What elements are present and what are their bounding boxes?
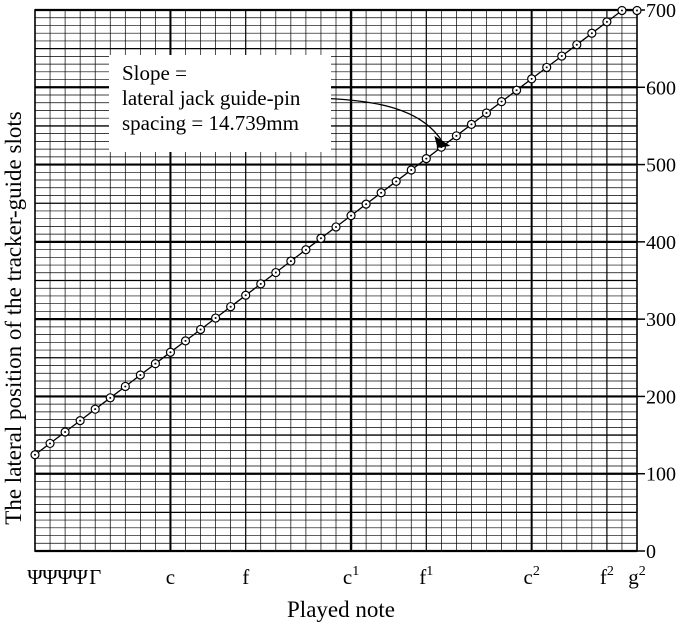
data-point-center (214, 317, 217, 320)
data-point-center (395, 180, 398, 183)
data-point-center (575, 43, 578, 46)
y-tick-labels: 0 100 200 300 400 500 600 700 (637, 0, 676, 563)
data-point-center (229, 305, 232, 308)
x-tick-label: Ψ (27, 565, 43, 589)
data-point-center (289, 260, 292, 263)
y-axis-label: The lateral position of the tracker-guid… (1, 111, 26, 525)
data-point-center (34, 453, 36, 456)
x-tick-label: c1 (343, 564, 359, 589)
data-point-center (455, 134, 458, 137)
y-tick-label: 400 (646, 232, 676, 254)
y-tick-label: 500 (646, 155, 676, 177)
annotation-line-3: spacing = 14.739mm (122, 111, 299, 135)
x-tick-label: f (242, 565, 249, 589)
data-point-center (590, 32, 593, 35)
x-tick-label: Ψ (57, 565, 73, 589)
annotation-line-1: Slope = (122, 61, 187, 85)
data-point-center (620, 9, 623, 12)
x-tick-label: Ψ (42, 565, 58, 589)
data-point-center (485, 112, 488, 115)
data-point-center (530, 77, 533, 80)
data-point-center (410, 168, 413, 171)
x-tick-label: Ψ (72, 565, 88, 589)
y-tick-label: 0 (646, 541, 656, 563)
x-tick-label: f2 (600, 564, 614, 589)
x-tick-label: c2 (523, 564, 539, 589)
data-point-center (139, 374, 142, 377)
data-point-center (259, 282, 262, 285)
data-point-center (184, 339, 187, 342)
annotation-line-2: lateral jack guide-pin (122, 86, 301, 110)
data-point-center (304, 248, 307, 251)
y-tick-label: 200 (646, 386, 676, 408)
axes (34, 9, 638, 552)
annotation-arrow (317, 97, 451, 148)
x-tick-label: f1 (419, 564, 433, 589)
data-point-center (470, 123, 473, 126)
annotation-box: Slope = lateral jack guide-pin spacing =… (109, 55, 331, 152)
y-tick-label: 700 (646, 0, 676, 22)
data-point-center (319, 237, 322, 240)
data-point-center (94, 408, 97, 411)
x-tick-label: g2 (628, 564, 646, 589)
data-point-center (124, 385, 127, 388)
data-point-center (365, 203, 368, 206)
y-tick-label: 300 (646, 309, 676, 331)
data-point-center (244, 294, 247, 297)
x-tick-label: Γ (89, 565, 101, 589)
data-point-center (545, 66, 548, 69)
x-axis-label: Played note (287, 597, 395, 622)
arrow-head (434, 135, 451, 148)
data-point-center (109, 396, 112, 399)
data-point-center (515, 89, 518, 92)
data-point-center (425, 157, 428, 160)
data-point-center (169, 351, 172, 354)
data-point-center (274, 271, 277, 274)
data-point-center (154, 362, 157, 365)
plot-frame (34, 9, 638, 552)
data-point-center (350, 214, 353, 217)
data-point-center (560, 55, 563, 58)
data-point-center (335, 225, 337, 228)
data-point-center (199, 328, 202, 331)
data-point-center (64, 430, 67, 433)
data-point-center (380, 191, 383, 194)
data-point-center (79, 419, 82, 422)
data-point-center (605, 20, 608, 23)
data-point-center (49, 442, 52, 445)
data-point-center (500, 100, 503, 103)
x-tick-label: c (166, 565, 175, 589)
data-points (30, 5, 642, 460)
y-tick-label: 100 (646, 464, 676, 486)
arrow-shaft (317, 97, 443, 143)
y-tick-label: 600 (646, 77, 676, 99)
data-point-center (636, 9, 638, 12)
